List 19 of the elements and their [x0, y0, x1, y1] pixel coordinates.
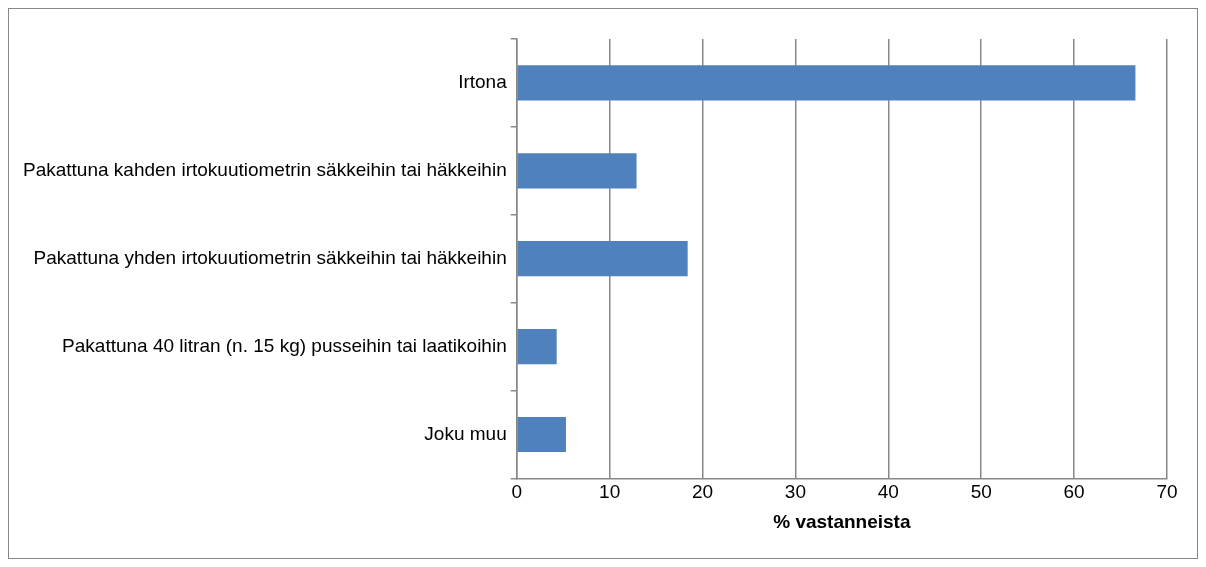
y-tick-label: Irtona — [458, 71, 508, 93]
x-tick-label: 30 — [784, 481, 806, 503]
bar — [517, 65, 1136, 101]
bar — [517, 329, 557, 365]
x-tick-label: 50 — [970, 481, 992, 503]
x-tick-label: 40 — [877, 481, 899, 503]
bar — [517, 416, 566, 453]
x-tick-label: 10 — [599, 481, 621, 503]
bar — [517, 241, 688, 277]
y-tick-label: Joku muu — [424, 422, 507, 444]
y-tick-label: Pakattuna kahden irtokuutiometrin säkkeihin tai häkkeihin — [23, 159, 507, 181]
x-tick-label: 20 — [691, 481, 714, 503]
x-tick-label: 70 — [1156, 481, 1178, 503]
y-tick-label: Pakattuna 40 litran (n. 15 kg) pusseihin tai laatikoihin — [62, 334, 507, 356]
y-tick-label: Pakattuna yhden irtokuutiometrin säkkeihin tai häkkeihin — [33, 246, 507, 268]
bar — [517, 153, 637, 189]
x-tick-label: 0 — [511, 481, 523, 503]
x-axis-title: % vastanneista — [773, 510, 911, 532]
x-tick-label: 60 — [1063, 481, 1085, 503]
